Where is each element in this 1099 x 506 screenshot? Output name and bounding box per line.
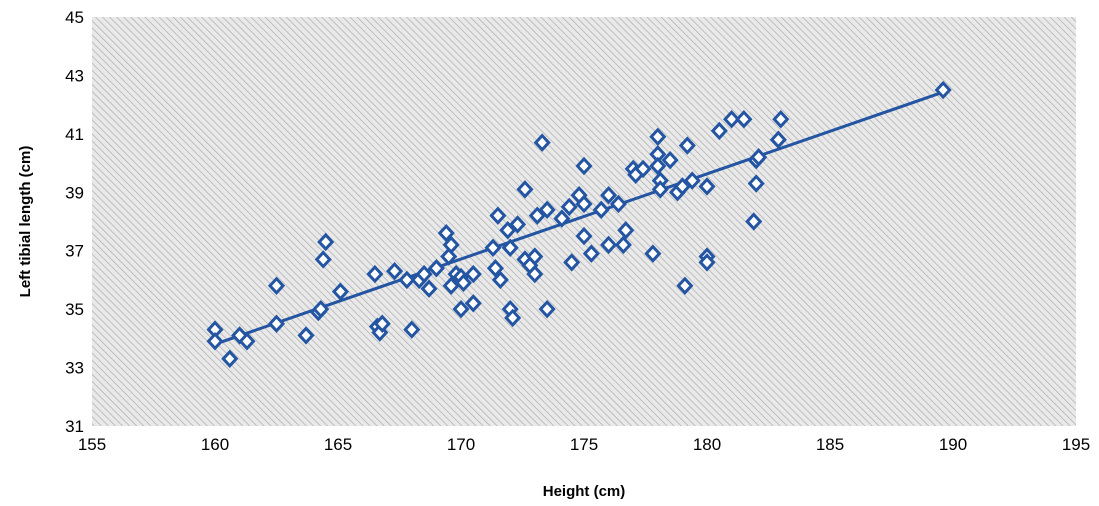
plot-area: [92, 17, 1076, 426]
data-point: [526, 247, 544, 266]
y-tick-label: 39: [65, 183, 84, 202]
data-point: [617, 221, 635, 240]
data-point: [501, 238, 519, 257]
x-tick-label: 180: [693, 435, 721, 454]
data-point: [486, 259, 504, 278]
data-point: [609, 194, 627, 214]
data-point: [698, 253, 716, 272]
data-point: [582, 244, 600, 263]
data-point: [673, 177, 691, 196]
data-point: [267, 276, 286, 295]
data-point: [649, 156, 667, 176]
data-point: [509, 215, 527, 234]
data-point: [575, 194, 593, 214]
data-point: [575, 226, 593, 246]
data-point: [317, 232, 335, 252]
data-point: [934, 80, 952, 100]
data-point: [661, 150, 679, 170]
data-point: [373, 314, 391, 333]
data-point: [563, 253, 581, 272]
data-point: [267, 314, 286, 333]
x-tick-label: 155: [78, 435, 106, 454]
data-point: [499, 221, 517, 240]
data-points: [206, 80, 952, 369]
y-tick-label: 35: [65, 300, 84, 319]
data-point: [644, 244, 662, 263]
y-tick-label: 33: [65, 359, 84, 378]
data-point: [489, 206, 507, 225]
x-axis-title: Height (cm): [543, 483, 626, 500]
y-axis-title: Left tibial length (cm): [17, 146, 34, 298]
data-point: [683, 171, 701, 190]
data-point: [314, 250, 332, 269]
data-point: [735, 110, 753, 129]
data-point: [366, 264, 384, 284]
trend-line: [213, 91, 943, 346]
data-point: [745, 212, 763, 231]
x-tick-label: 170: [447, 435, 475, 454]
data-point: [592, 200, 610, 220]
data-point: [312, 299, 330, 319]
y-tick-label: 43: [65, 66, 84, 85]
data-point: [504, 308, 522, 328]
data-point: [452, 299, 470, 319]
data-point: [651, 180, 669, 199]
data-point: [297, 326, 315, 345]
data-point: [676, 276, 694, 295]
data-point: [560, 197, 578, 217]
x-tick-label: 185: [816, 435, 844, 454]
data-point: [206, 332, 224, 351]
data-point: [420, 279, 438, 298]
data-point: [221, 349, 239, 369]
data-point: [484, 238, 502, 257]
data-point: [403, 320, 421, 339]
data-point: [723, 110, 741, 129]
data-point: [575, 156, 593, 176]
data-point: [698, 177, 716, 196]
x-axis: 155 160 165 170 175 180 185 190 195: [78, 435, 1090, 454]
data-point: [538, 200, 556, 220]
data-point: [437, 223, 455, 243]
data-point: [386, 261, 404, 281]
data-point: [454, 273, 473, 293]
y-tick-label: 31: [65, 417, 84, 436]
data-point: [442, 235, 460, 255]
data-point: [710, 121, 728, 141]
data-point: [464, 264, 482, 284]
data-point: [491, 270, 509, 290]
data-point: [649, 127, 667, 146]
data-point: [238, 332, 256, 351]
data-point: [614, 235, 632, 255]
x-tick-label: 160: [201, 435, 229, 454]
data-point: [600, 186, 618, 205]
data-point: [747, 174, 765, 193]
x-tick-label: 175: [570, 435, 598, 454]
data-point: [600, 235, 618, 255]
y-tick-label: 45: [65, 8, 84, 27]
data-point: [769, 130, 787, 149]
data-point: [538, 299, 556, 319]
data-point: [678, 136, 696, 155]
data-point: [415, 264, 433, 284]
data-point: [772, 110, 790, 129]
data-point: [634, 159, 652, 179]
data-point: [464, 294, 482, 313]
x-tick-label: 190: [939, 435, 967, 454]
data-point: [528, 206, 546, 225]
data-point: [398, 270, 416, 290]
data-point: [427, 259, 445, 278]
data-point: [516, 180, 534, 199]
data-point: [750, 148, 768, 167]
data-point: [526, 264, 544, 284]
x-tick-label: 165: [324, 435, 352, 454]
y-axis: 31 33 35 37 39 41 43 45: [65, 8, 84, 436]
data-point: [331, 282, 350, 301]
data-point: [553, 209, 571, 228]
y-tick-label: 41: [65, 125, 84, 144]
y-tick-label: 37: [65, 242, 84, 261]
data-point: [533, 133, 551, 152]
x-tick-label: 195: [1062, 435, 1090, 454]
